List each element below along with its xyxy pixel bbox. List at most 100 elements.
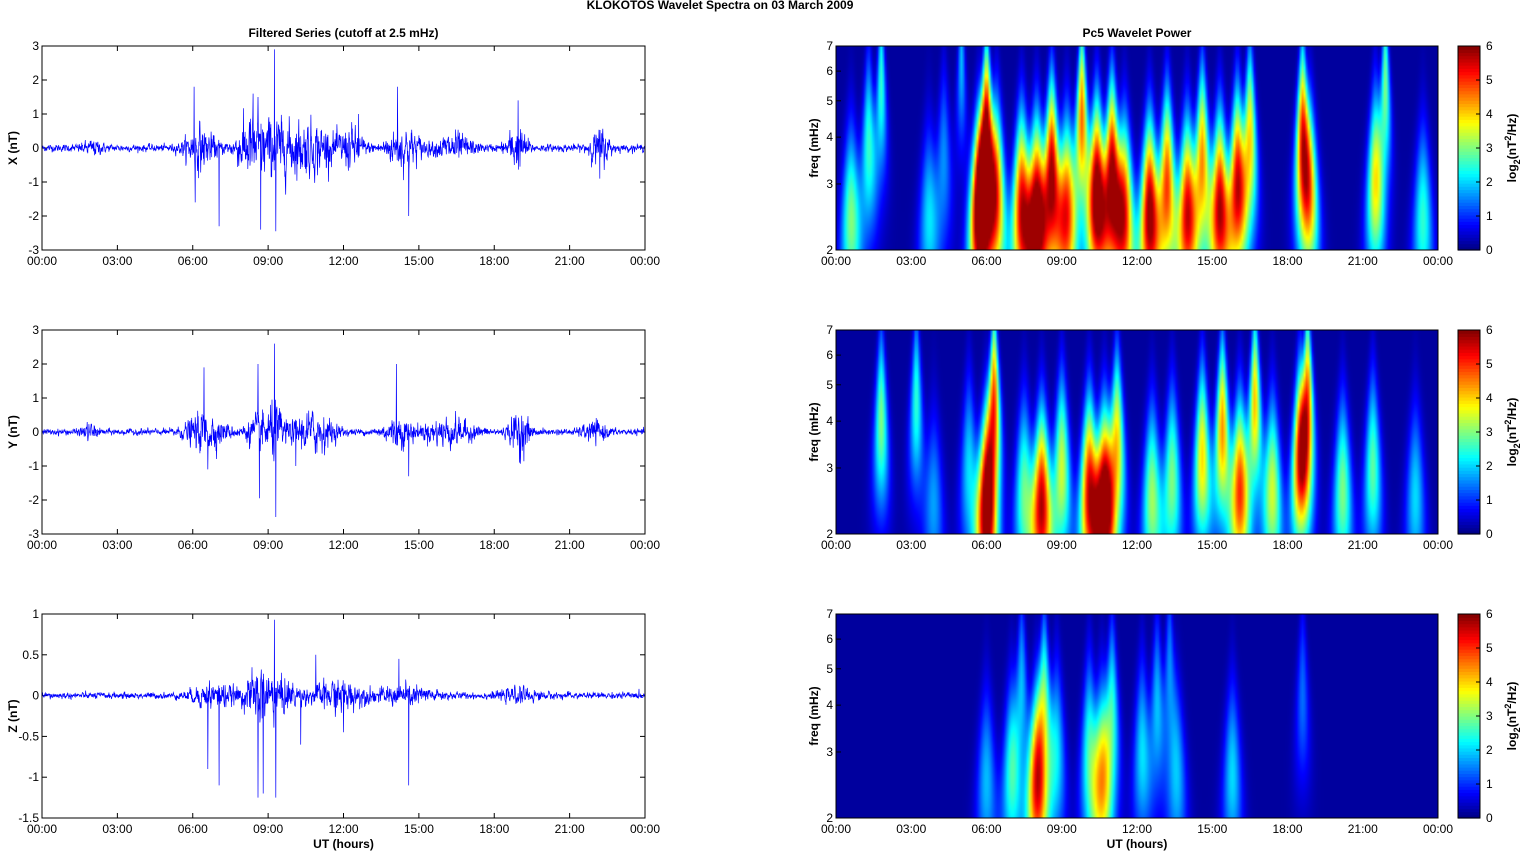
colorbar-cell <box>1458 658 1480 663</box>
colorbar-cell <box>1458 747 1480 752</box>
x-tick-label: 12:00 <box>328 538 358 552</box>
colorbar-cell <box>1458 173 1480 178</box>
colorbar-cell <box>1458 403 1480 408</box>
colorbar-cell <box>1458 486 1480 490</box>
colorbar-cell <box>1458 776 1480 781</box>
x-tick-label: 18:00 <box>1272 822 1302 836</box>
y-tick-label: 5 <box>826 662 833 676</box>
colorbar-cell <box>1458 680 1480 685</box>
y-axis-label: freq (mHz) <box>807 686 821 745</box>
colorbar-cell <box>1458 709 1480 714</box>
colorbar-cell <box>1458 365 1480 369</box>
colorbar-cell <box>1458 61 1480 66</box>
colorbar-cell <box>1458 179 1480 184</box>
colorbar-cell <box>1458 731 1480 736</box>
x-tick-label: 00:00 <box>821 538 851 552</box>
colorbar-cell <box>1458 786 1480 790</box>
x-tick-label: 09:00 <box>1047 822 1077 836</box>
y-tick-label: 4 <box>826 698 833 712</box>
colorbar-cell <box>1458 483 1480 487</box>
colorbar-cell <box>1458 84 1480 89</box>
y-tick-label: 6 <box>826 348 833 362</box>
colorbar-cell <box>1458 195 1480 200</box>
colorbar-cell <box>1458 636 1480 641</box>
x-tick-label: 03:00 <box>896 538 926 552</box>
colorbar-cell <box>1458 696 1480 701</box>
colorbar-cell <box>1458 476 1480 481</box>
colorbar-cell <box>1458 211 1480 216</box>
colorbar-cell <box>1458 802 1480 806</box>
colorbar-cell <box>1458 176 1480 181</box>
colorbar-cell <box>1458 422 1480 427</box>
colorbar-cell <box>1458 116 1480 120</box>
colorbar-cell <box>1458 106 1480 111</box>
colorbar-cell <box>1458 530 1480 535</box>
colorbar-label: log2(nT2/Hz) <box>1503 114 1522 183</box>
y-tick-label: 4 <box>826 130 833 144</box>
y-tick-label: 3 <box>32 39 39 53</box>
colorbar-cell <box>1458 684 1480 688</box>
colorbar-cell <box>1458 234 1480 238</box>
x-tick-label: 12:00 <box>328 822 358 836</box>
colorbar-cell <box>1458 441 1480 446</box>
colorbar-cell <box>1458 160 1480 165</box>
x-tick-label: 09:00 <box>1047 538 1077 552</box>
wavelet-power-image <box>836 46 1438 250</box>
wavelet-power-image <box>836 614 1438 818</box>
colorbar-cell <box>1458 358 1480 363</box>
y-tick-label: 0 <box>32 141 39 155</box>
colorbar-cell <box>1458 479 1480 484</box>
panel-power-y: 00:00 03:00 06:00 09:00 12:00 15:00 18:00 21:00… <box>807 323 1522 552</box>
colorbar-cell <box>1458 189 1480 194</box>
x-tick-label: 03:00 <box>102 254 132 268</box>
colorbar-cell <box>1458 221 1480 226</box>
plot-frame <box>41 613 646 819</box>
colorbar-cell <box>1458 214 1480 219</box>
colorbar-cell <box>1458 396 1480 401</box>
x-tick-label: 06:00 <box>178 254 208 268</box>
colorbar-cell <box>1458 109 1480 114</box>
x-tick-label: 15:00 <box>404 538 434 552</box>
panel-power-x: Pc5 Wavelet Power 00:00 03:00 06:00 09:00 12:… <box>807 26 1522 268</box>
colorbar-cell <box>1458 617 1480 621</box>
y-tick-label: 3 <box>826 177 833 191</box>
colorbar-tick-label: 5 <box>1486 357 1493 371</box>
colorbar-cell <box>1458 390 1480 395</box>
colorbar-cell <box>1458 489 1480 494</box>
colorbar-cell <box>1458 738 1480 743</box>
y-tick-label: 5 <box>826 94 833 108</box>
y-tick-label: -2 <box>28 209 39 223</box>
colorbar-cell <box>1458 81 1480 85</box>
x-tick-label: 15:00 <box>404 254 434 268</box>
x-tick-label: 00:00 <box>1423 822 1453 836</box>
y-tick-label: 1 <box>32 391 39 405</box>
colorbar-cell <box>1458 447 1480 452</box>
colorbar-cell <box>1458 652 1480 657</box>
colorbar-cell <box>1458 345 1480 350</box>
colorbar-cell <box>1458 451 1480 455</box>
colorbar-cell <box>1458 629 1480 634</box>
colorbar-cell <box>1458 381 1480 385</box>
colorbar-tick-label: 4 <box>1486 675 1493 689</box>
colorbar-cell <box>1458 46 1480 50</box>
panel-title: Filtered Series (cutoff at 2.5 mHz) <box>248 26 438 40</box>
colorbar-cell <box>1458 377 1480 382</box>
colorbar-cell <box>1458 342 1480 347</box>
colorbar-cell <box>1458 208 1480 213</box>
y-tick-label: 7 <box>826 39 833 53</box>
x-tick-label: 12:00 <box>1122 822 1152 836</box>
colorbar-cell <box>1458 457 1480 462</box>
colorbar-cell <box>1458 435 1480 439</box>
colorbar-cell <box>1458 74 1480 79</box>
colorbar-tick-label: 3 <box>1486 425 1493 439</box>
x-axis-label: UT (hours) <box>1107 837 1168 851</box>
colorbar-cell <box>1458 639 1480 644</box>
colorbar-cell <box>1458 409 1480 414</box>
colorbar-cell <box>1458 706 1480 711</box>
colorbar-cell <box>1458 795 1480 800</box>
colorbar-cell <box>1458 690 1480 695</box>
colorbar-cell <box>1458 792 1480 797</box>
colorbar-tick-label: 1 <box>1486 209 1493 223</box>
colorbar-cell <box>1458 463 1480 468</box>
colorbar-cell <box>1458 336 1480 341</box>
